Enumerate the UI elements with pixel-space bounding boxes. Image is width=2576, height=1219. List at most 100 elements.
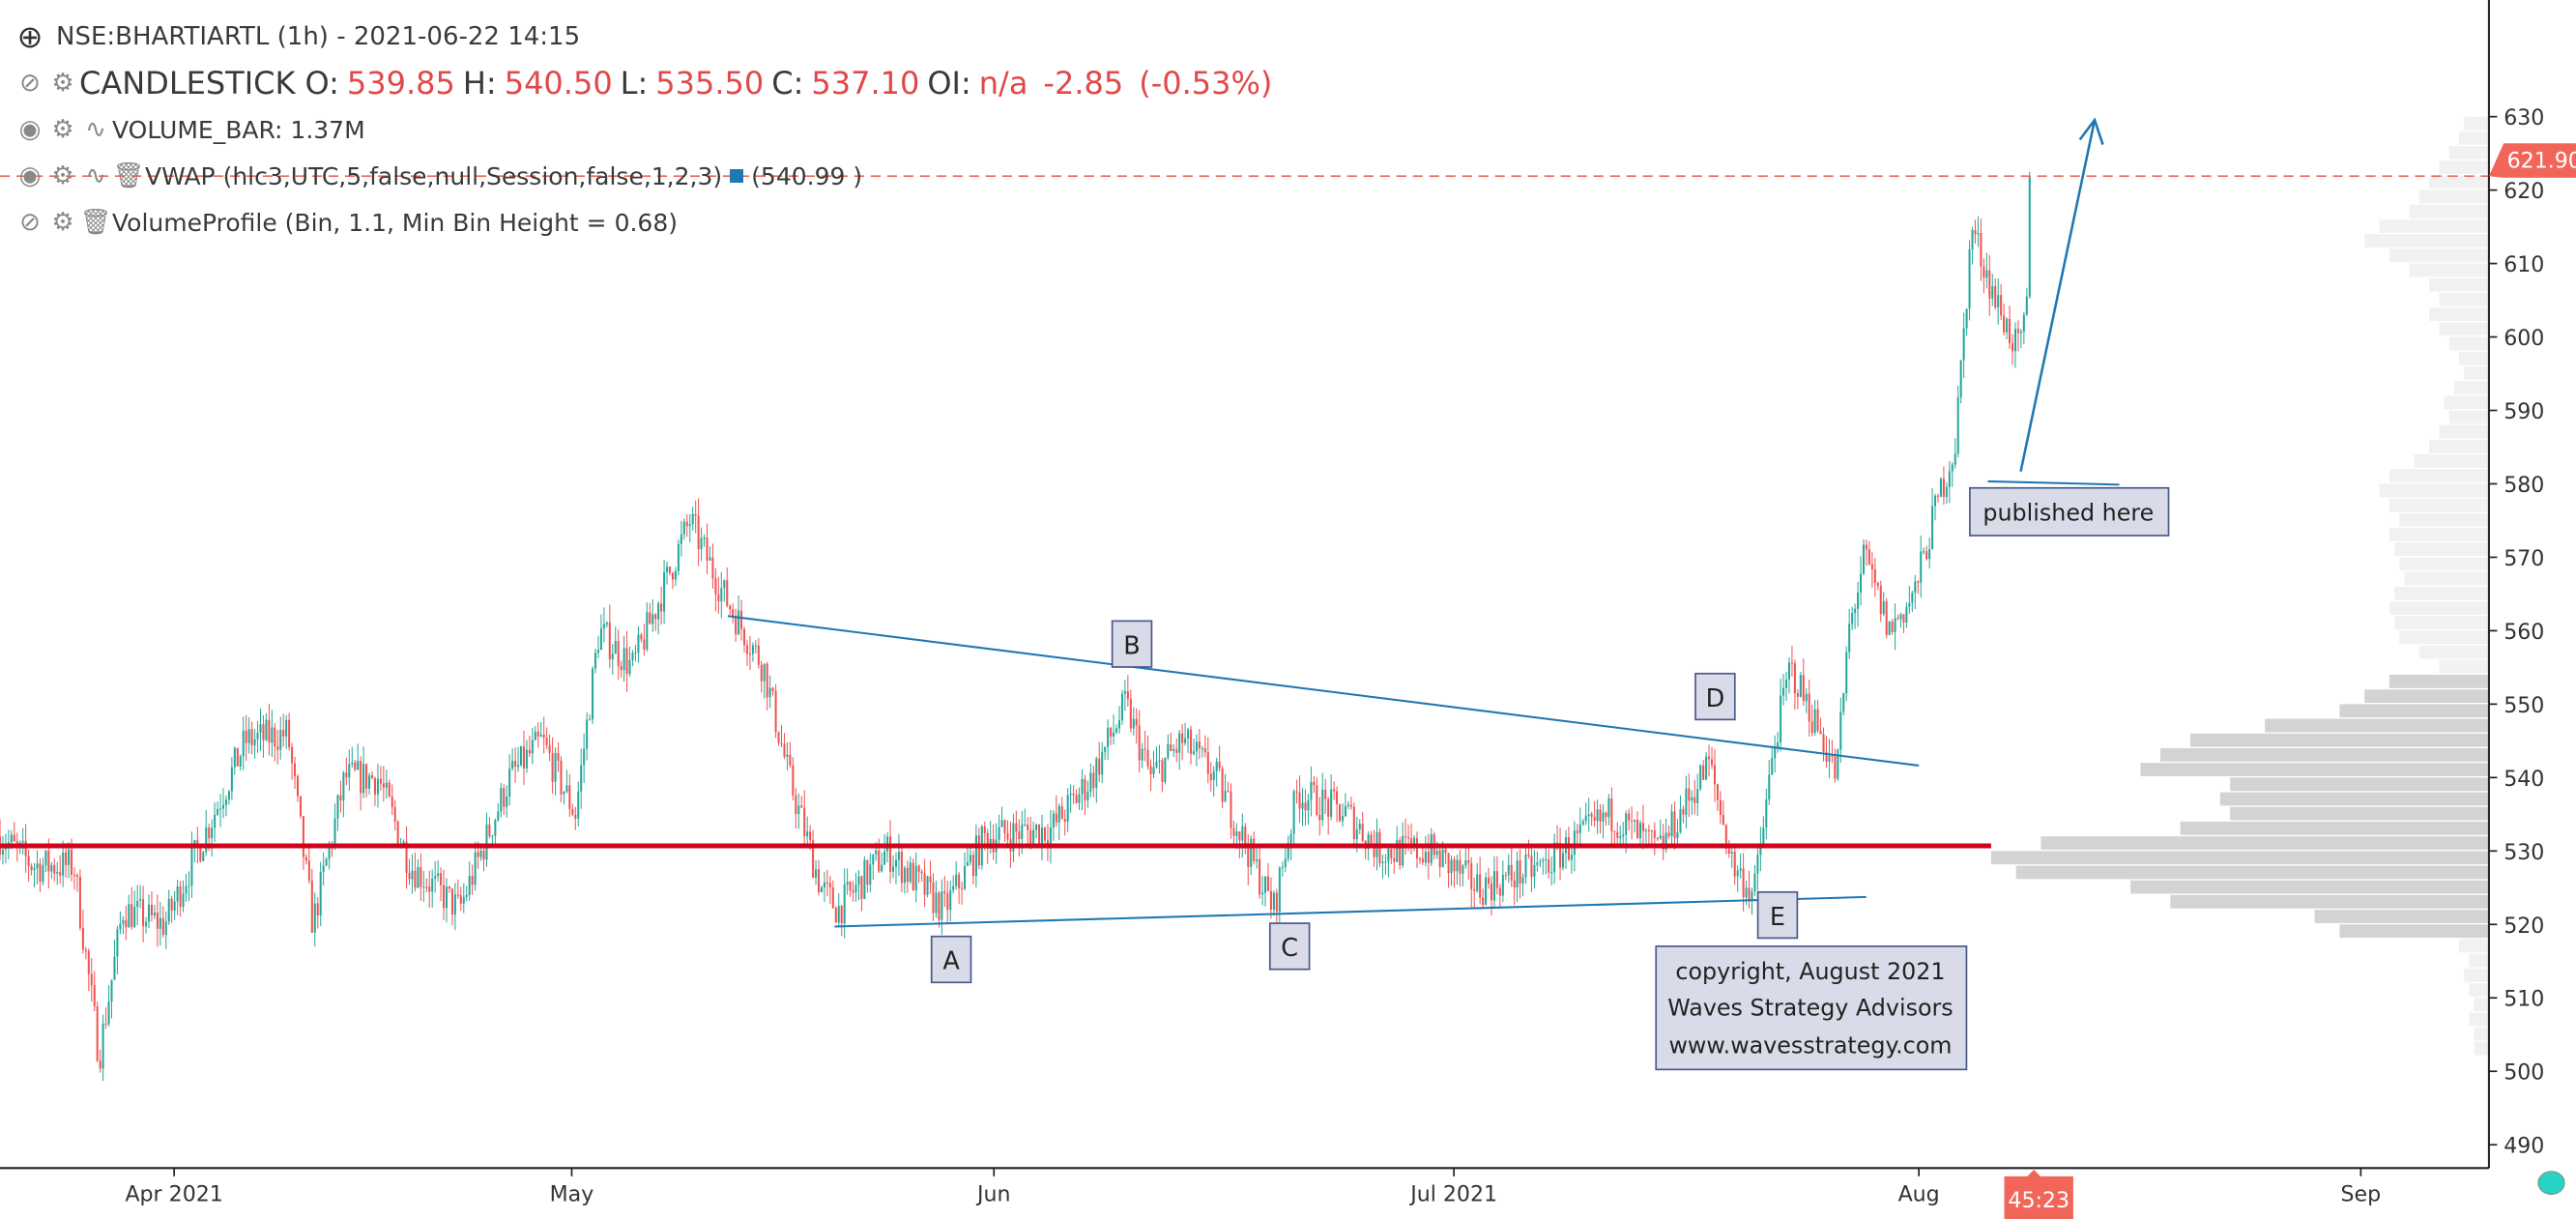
candle-body: [1272, 892, 1275, 911]
status-indicator-icon[interactable]: [2537, 1171, 2565, 1196]
published-marker-line[interactable]: [1987, 479, 2120, 486]
candle-body: [1227, 791, 1230, 793]
volume-profile-bin: [2230, 777, 2489, 792]
volume-profile-bin: [2464, 116, 2489, 131]
candle-body: [1899, 614, 1902, 620]
volume-profile-bin: [2474, 998, 2489, 1012]
candle-body: [47, 850, 50, 872]
candle-body: [420, 866, 422, 887]
upper-trendline[interactable]: [727, 615, 1920, 767]
price-axis[interactable]: 490 500 510 520 530 540 550 560 570 580 590 600 610 6…: [2488, 105, 2544, 1159]
candle-body: [1358, 824, 1361, 829]
label-d[interactable]: D: [1694, 672, 1736, 721]
svg-text:published here: published here: [1983, 500, 2154, 527]
candle-body: [291, 746, 294, 764]
candle-body: [1399, 840, 1402, 866]
lower-trendline[interactable]: [834, 895, 1867, 928]
candle-body: [920, 871, 923, 874]
candle-body: [1711, 759, 1714, 766]
candle-body: [1027, 824, 1029, 830]
candle-body: [1813, 709, 1816, 734]
label-a[interactable]: A: [930, 935, 972, 984]
trash-icon[interactable]: 🗑: [112, 161, 145, 190]
candle-body: [1123, 691, 1126, 694]
y-tick-label: 610: [2504, 252, 2544, 277]
svg-text:621.90: 621.90: [2507, 149, 2576, 174]
gear-icon[interactable]: ⚙: [51, 208, 74, 237]
candle-body: [1132, 718, 1135, 729]
volume-profile-bin: [2448, 336, 2489, 351]
candle-body: [1716, 784, 1719, 800]
candle-body: [1822, 734, 1825, 752]
candle-body: [450, 888, 453, 915]
eye-icon[interactable]: ◉: [18, 115, 42, 144]
candle-body: [1799, 675, 1802, 697]
candle-body: [417, 866, 420, 888]
candle-body: [396, 821, 399, 846]
candle-body: [923, 873, 926, 895]
candle-body: [548, 744, 551, 754]
candle-body: [1702, 765, 1705, 780]
zoom-in-icon[interactable]: ⊕: [16, 18, 43, 55]
candle-body: [1482, 897, 1485, 905]
candle-body: [1336, 791, 1339, 804]
trash-icon[interactable]: 🗑: [79, 208, 112, 237]
candle-body: [1785, 679, 1788, 688]
gear-icon[interactable]: ⚙: [51, 161, 74, 190]
label-e[interactable]: E: [1756, 890, 1799, 940]
candle-body: [1218, 761, 1221, 769]
copyright-box[interactable]: copyright, August 2021 Waves Strategy Ad…: [1655, 945, 1968, 1071]
eye-hidden-icon[interactable]: ⊘: [19, 69, 41, 98]
candle-body: [551, 753, 554, 782]
label-b[interactable]: B: [1111, 620, 1153, 668]
candle-body: [774, 690, 777, 733]
candle-body: [1928, 549, 1931, 560]
candle-body: [897, 852, 900, 860]
x-tick-label: May: [550, 1181, 594, 1206]
candle-body: [1313, 781, 1316, 786]
candle-body: [1670, 811, 1673, 836]
eye-hidden-icon[interactable]: ⊘: [19, 208, 41, 237]
legend-candlestick-row: ⊘ ⚙ CANDLESTICK O: 539.85 H: 540.50 L: 535.…: [14, 60, 1280, 106]
candle-body: [145, 921, 148, 927]
candle-body: [1462, 865, 1464, 874]
candle-body: [574, 814, 577, 819]
candle-body: [345, 772, 348, 778]
candle-body: [1968, 249, 1971, 309]
candle-body: [479, 850, 482, 857]
volume-profile-bin: [2459, 939, 2489, 953]
published-here-label[interactable]: published here: [1968, 486, 2170, 537]
candle-body: [1304, 802, 1307, 811]
candle-body: [1756, 855, 1759, 874]
candle-body: [1942, 479, 1945, 498]
y-tick-label: 540: [2504, 767, 2544, 792]
candle-body: [831, 886, 834, 909]
candle-body: [620, 665, 622, 671]
candle-body: [1638, 823, 1642, 839]
candle-body: [1167, 743, 1170, 758]
candle-body: [391, 796, 393, 807]
candle-body: [285, 719, 288, 737]
candle-body: [709, 557, 711, 561]
gear-icon[interactable]: ⚙: [51, 115, 74, 144]
candle-body: [806, 831, 809, 837]
candle-body: [640, 634, 643, 640]
candle-body: [786, 754, 789, 757]
candle-body: [1780, 695, 1782, 743]
time-axis[interactable]: Apr 2021 May Jun Jul 2021 Aug Sep: [125, 1168, 2381, 1206]
candle-body: [1647, 829, 1650, 831]
eye-icon[interactable]: ◉: [18, 161, 42, 190]
candle-body: [1722, 814, 1724, 826]
volume-profile-bin: [2388, 498, 2489, 512]
candle-body: [1346, 804, 1349, 806]
gear-icon[interactable]: ⚙: [51, 69, 74, 98]
candle-body: [1095, 758, 1098, 789]
label-c[interactable]: C: [1268, 922, 1311, 971]
candle-body: [1865, 544, 1867, 550]
candle-body: [233, 747, 236, 768]
candle-body: [1556, 842, 1559, 844]
candle-body: [1673, 811, 1676, 838]
candle-body: [1713, 765, 1717, 785]
arrow[interactable]: [2019, 117, 2104, 473]
